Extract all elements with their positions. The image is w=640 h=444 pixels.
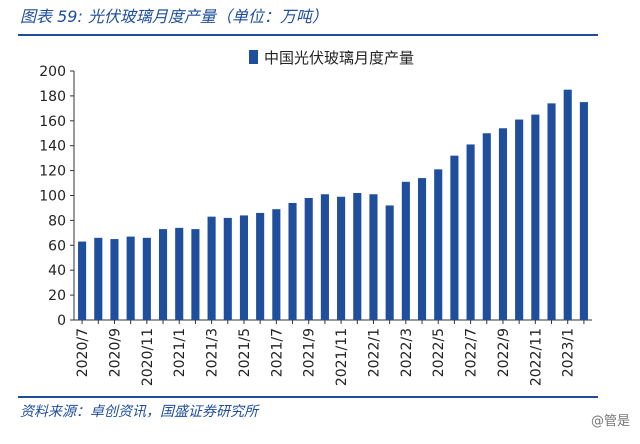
- y-tick-label: 20: [48, 288, 66, 304]
- bar: [288, 202, 297, 320]
- y-tick-label: 0: [57, 313, 66, 329]
- bar: [450, 155, 459, 320]
- legend-swatch: [249, 50, 258, 64]
- x-tick-label: 2020/7: [75, 328, 91, 377]
- y-tick-label: 100: [39, 189, 66, 205]
- bar: [320, 194, 329, 320]
- y-tick-label: 160: [39, 114, 66, 130]
- figure-title: 图表 59: 光伏玻璃月度产量（单位：万吨）: [20, 7, 328, 26]
- bar: [223, 217, 232, 320]
- bar: [110, 239, 119, 320]
- x-tick-label: 2021/5: [237, 328, 253, 377]
- bar: [369, 194, 378, 320]
- x-tick-label: 2021/9: [302, 328, 318, 377]
- x-tick-label: 2020/11: [140, 328, 156, 386]
- y-tick-label: 140: [39, 139, 66, 155]
- bar: [256, 212, 265, 320]
- x-tick-label: 2022/9: [496, 328, 512, 377]
- x-tick-label: 2021/1: [172, 328, 188, 377]
- x-tick-label: 2022/11: [528, 328, 544, 386]
- y-tick-label: 40: [48, 263, 66, 279]
- y-axis: 0 20 40 60 80 100 120 140 160 180 200: [39, 64, 75, 329]
- bar: [498, 128, 508, 320]
- bar: [547, 103, 556, 321]
- bar: [482, 133, 491, 320]
- bar: [207, 216, 216, 320]
- x-tick-label: 2023/1: [561, 328, 577, 377]
- bars: [78, 89, 588, 321]
- bar: [78, 241, 87, 320]
- bar: [515, 119, 524, 321]
- x-tick-label: 2022/5: [431, 328, 447, 377]
- bar: [142, 237, 151, 320]
- x-tick-label: 2022/3: [399, 328, 415, 377]
- y-tick-label: 120: [39, 164, 66, 180]
- bar: [353, 193, 362, 320]
- source-note: 资料来源：卓创资讯，国盛证券研究所: [20, 404, 258, 420]
- bar: [239, 215, 249, 320]
- bar: [272, 209, 281, 320]
- bar: [466, 144, 475, 320]
- y-tick-label: 180: [39, 89, 66, 105]
- top-rule: [18, 34, 598, 36]
- bar: [417, 178, 427, 320]
- x-tick-label: 2021/3: [205, 328, 221, 377]
- bar: [531, 114, 540, 320]
- bar: [94, 237, 103, 320]
- legend-label: 中国光伏玻璃月度产量: [264, 49, 414, 67]
- x-tick-label: 2022/1: [366, 328, 382, 377]
- bar: [158, 229, 168, 320]
- bar: [337, 196, 346, 320]
- x-tick-label: 2021/7: [269, 328, 285, 377]
- y-tick-label: 200: [39, 64, 66, 80]
- y-tick-label: 80: [48, 213, 66, 229]
- bar: [191, 229, 200, 320]
- bar: [401, 181, 410, 320]
- bar: [175, 227, 184, 320]
- bar: [563, 89, 572, 320]
- bottom-rule: [18, 396, 598, 398]
- x-tick-label: 2021/11: [334, 328, 350, 386]
- bar: [434, 169, 443, 320]
- watermark: @管是: [590, 414, 630, 429]
- x-tick-label: 2022/7: [464, 328, 480, 377]
- bar: [304, 197, 313, 320]
- x-tick-label: 2020/9: [107, 328, 123, 377]
- bar: [579, 102, 588, 320]
- bar: [126, 236, 135, 320]
- legend: 中国光伏玻璃月度产量: [249, 49, 414, 67]
- x-axis: 2020/7 2020/9 2020/11 2021/1 2021/3 2021/5 202…: [74, 319, 592, 386]
- bar: [385, 205, 394, 320]
- y-tick-label: 60: [48, 238, 66, 254]
